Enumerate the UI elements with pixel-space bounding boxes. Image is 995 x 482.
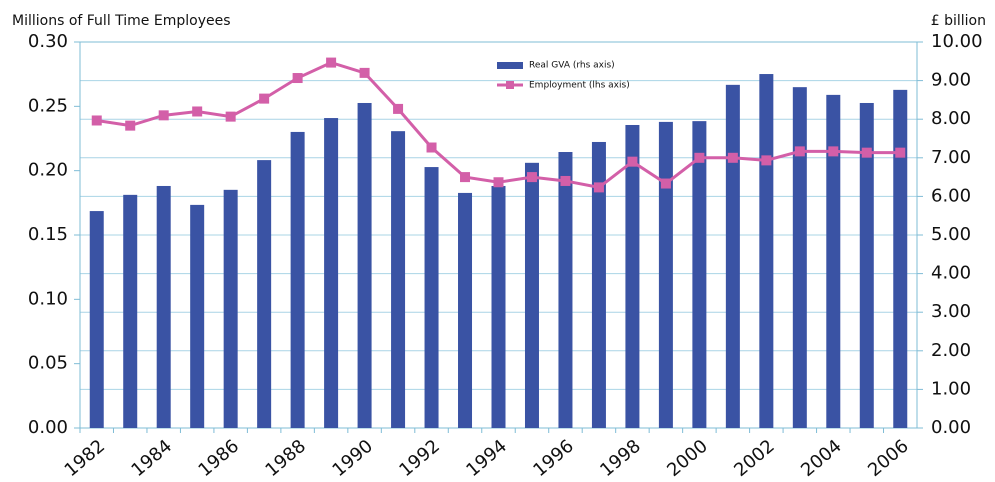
bar [123,194,138,428]
point [861,147,872,158]
point [627,156,638,167]
bar [89,211,104,428]
point [393,103,404,114]
bar [357,102,372,428]
point [91,115,102,126]
y2-tick-label: 4.00 [931,263,971,284]
point [292,73,303,84]
point [192,106,203,117]
bar [524,162,539,428]
x-tick-label: 1990 [328,436,377,482]
y2-tick-label: 6.00 [931,185,971,206]
x-tick-label: 1984 [128,436,177,482]
point [326,57,337,68]
y-tick-label: 0.30 [28,31,68,52]
bar [558,152,573,428]
x-tick-label: 1988 [261,436,310,482]
legend-label: Employment (lhs axis) [529,81,630,91]
y2-tick-label: 0.00 [931,417,971,438]
point [727,152,738,163]
y2-tick-label: 10.00 [931,31,983,52]
bar [692,121,707,428]
bar [290,131,305,429]
point [225,111,236,122]
bar [324,118,339,429]
bar [893,89,908,428]
bar [725,84,740,428]
y-tick-label: 0.10 [28,288,68,309]
point [794,146,805,157]
y-tick-label: 0.25 [28,95,68,116]
x-tick-label: 1982 [61,436,110,482]
y2-tick-label: 3.00 [931,301,971,322]
point [560,175,571,186]
legend-label: Real GVA (rhs axis) [529,61,615,71]
point [125,120,136,131]
y-tick-label: 0.00 [28,417,68,438]
point [660,178,671,189]
x-tick-label: 2000 [663,436,712,482]
point [158,110,169,121]
y2-tick-label: 8.00 [931,108,971,129]
bar [591,141,606,428]
y2-tick-label: 1.00 [931,378,971,399]
bar [491,185,506,428]
point [895,147,906,158]
y-tick-label: 0.05 [28,353,68,374]
x-tick-label: 1998 [596,436,645,482]
y-tick-label: 0.15 [28,224,68,245]
x-tick-label: 2002 [730,436,779,482]
point [359,67,370,78]
y2-tick-label: 2.00 [931,340,971,361]
x-tick-label: 1986 [194,436,243,482]
point [460,172,471,183]
point [493,177,504,188]
bar [625,124,640,429]
point [694,152,705,163]
y2-axis-label: £ billion [931,13,986,29]
y2-tick-label: 7.00 [931,147,971,168]
point [593,182,604,193]
bar [190,204,205,428]
bar [792,87,807,429]
legend-swatch [497,62,523,69]
point [259,93,270,104]
y-tick-label: 0.20 [28,160,68,181]
bar [391,131,406,428]
bar [223,189,238,428]
point [526,172,537,183]
bar [658,121,673,428]
bar [424,167,439,428]
bar [759,74,774,429]
y2-tick-label: 9.00 [931,70,971,91]
x-tick-label: 2004 [797,436,846,482]
x-tick-label: 2006 [864,436,913,482]
bar [458,192,473,428]
point [426,142,437,153]
y2-tick-label: 5.00 [931,224,971,245]
point [761,155,772,166]
legend-swatch [506,81,514,89]
bar [826,94,841,429]
x-tick-label: 1992 [395,436,444,482]
bar [156,185,171,428]
x-tick-label: 1994 [462,436,511,482]
line [96,60,901,189]
point [828,146,839,157]
bar [257,160,272,428]
bar [859,102,874,428]
x-tick-label: 1996 [529,436,578,482]
y-axis-label: Millions of Full Time Employees [12,13,231,29]
